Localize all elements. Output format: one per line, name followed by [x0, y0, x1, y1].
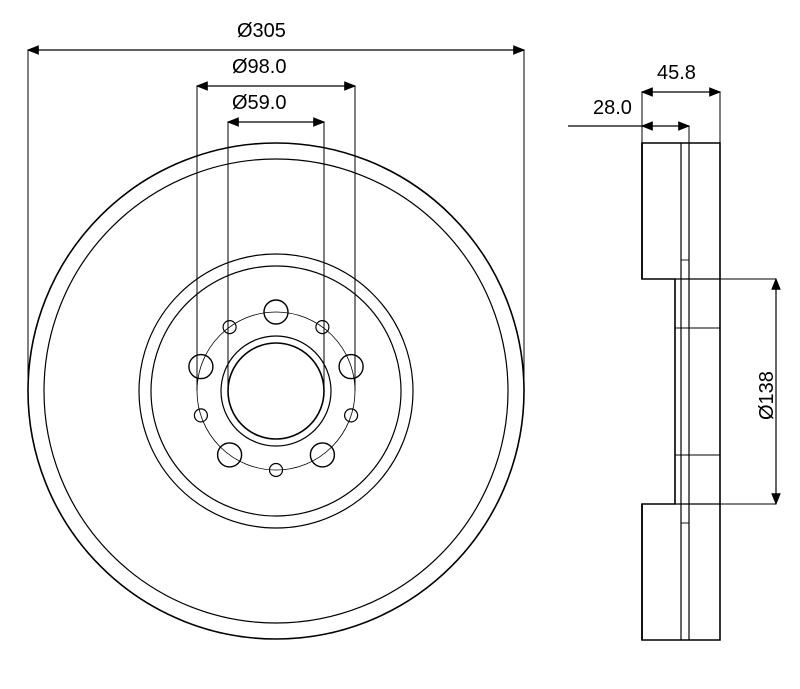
side-view [642, 143, 720, 640]
technical-drawing-svg [0, 0, 800, 689]
dim-28: 28.0 [593, 97, 632, 120]
dim-d305: Ø305 [237, 20, 286, 43]
dim-d98: Ø98.0 [232, 56, 286, 79]
drawing-canvas: Ø305 Ø98.0 Ø59.0 45.8 28.0 Ø138 [0, 0, 800, 689]
front-view [28, 143, 524, 639]
dimension-lines-side [568, 92, 776, 504]
dimension-side [642, 92, 776, 504]
dim-d59: Ø59.0 [232, 92, 286, 115]
dim-45-8: 45.8 [657, 62, 696, 85]
dim-d138: Ø138 [756, 371, 779, 420]
